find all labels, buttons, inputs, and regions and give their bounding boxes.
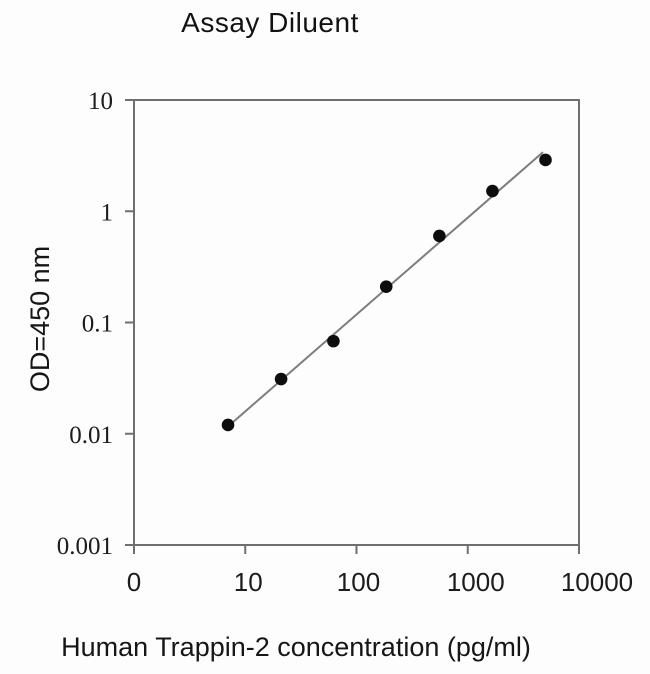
y-axis-ticks: 10 1 0.1 0.01 0.001 [57,88,134,560]
data-point [379,280,393,293]
x-tick-label: 10000 [561,567,633,597]
data-point [433,229,446,243]
x-tick-label: 0 [127,567,141,597]
chart-title: Assay Diluent [181,7,359,38]
data-point [327,334,340,348]
data-point [274,372,288,386]
data-point [486,184,499,198]
x-tick-label: 1000 [447,567,505,597]
y-tick-label: 10 [88,88,113,115]
x-axis-label: Human Trappin-2 concentration (pg/ml) [61,632,531,662]
x-tick-label: 100 [337,567,380,597]
x-tick-label: 10 [234,567,263,597]
axis-frame [133,99,580,546]
data-points [221,153,552,432]
y-tick-label: 0.01 [69,422,113,449]
data-point [539,153,552,167]
y-tick-label: 1 [101,199,114,226]
x-axis-ticks: 0 10 100 1000 10000 [127,545,633,597]
y-tick-label: 0.1 [82,311,113,338]
data-point [221,418,235,432]
y-tick-label: 0.001 [57,533,113,560]
